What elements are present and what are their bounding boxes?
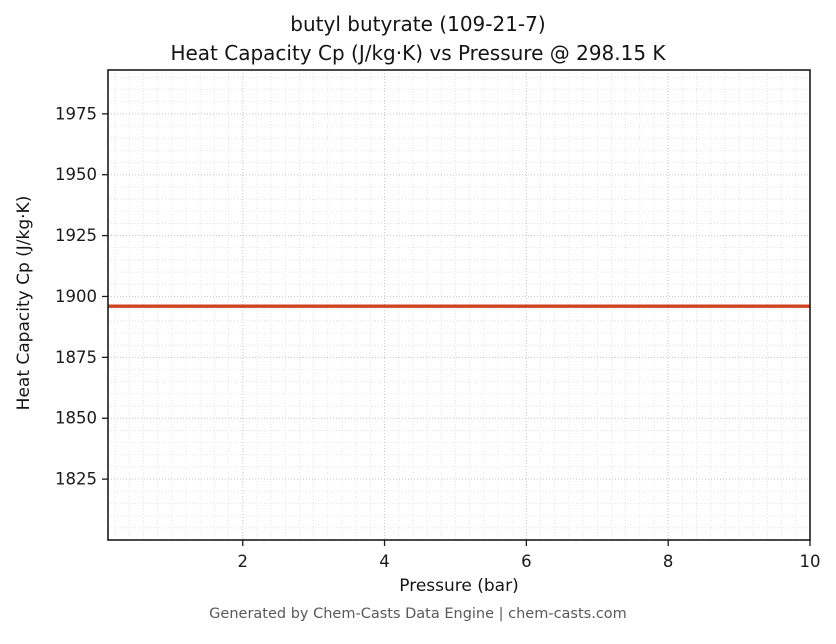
- x-tick-label: 6: [521, 552, 532, 571]
- grid-minor: [108, 70, 810, 540]
- plot-frame: [107, 69, 811, 541]
- y-tick-label: 1900: [55, 287, 97, 306]
- y-tick-label: 1875: [55, 348, 97, 367]
- y-tick-label: 1950: [55, 165, 97, 184]
- chart-title: butyl butyrate (109-21-7) Heat Capacity …: [0, 10, 836, 68]
- y-tick-label: 1975: [55, 104, 97, 123]
- x-tick-label: 4: [379, 552, 390, 571]
- y-tick-label: 1850: [55, 409, 97, 428]
- grid-major: [108, 70, 811, 540]
- x-axis-label: Pressure (bar): [399, 576, 519, 596]
- y-axis-label: Heat Capacity Cp (J/kg·K): [14, 195, 34, 411]
- x-tick-label: 2: [237, 552, 248, 571]
- y-tick-label: 1825: [55, 470, 97, 489]
- chart-title-line2: Heat Capacity Cp (J/kg·K) vs Pressure @ …: [170, 41, 666, 65]
- chart-title-line1: butyl butyrate (109-21-7): [290, 12, 546, 36]
- y-tick-label: 1925: [55, 226, 97, 245]
- axis-ticks: 2 4 6 8 10 1825 1850 1875 1900 1925 1950 1975: [55, 104, 821, 571]
- plot-area: 2 4 6 8 10 1825 1850 1875 1900 1925 1950 1975: [55, 69, 821, 571]
- footer-attribution: Generated by Chem-Casts Data Engine | ch…: [209, 606, 627, 622]
- x-tick-label: 10: [800, 552, 821, 571]
- x-tick-label: 8: [663, 552, 674, 571]
